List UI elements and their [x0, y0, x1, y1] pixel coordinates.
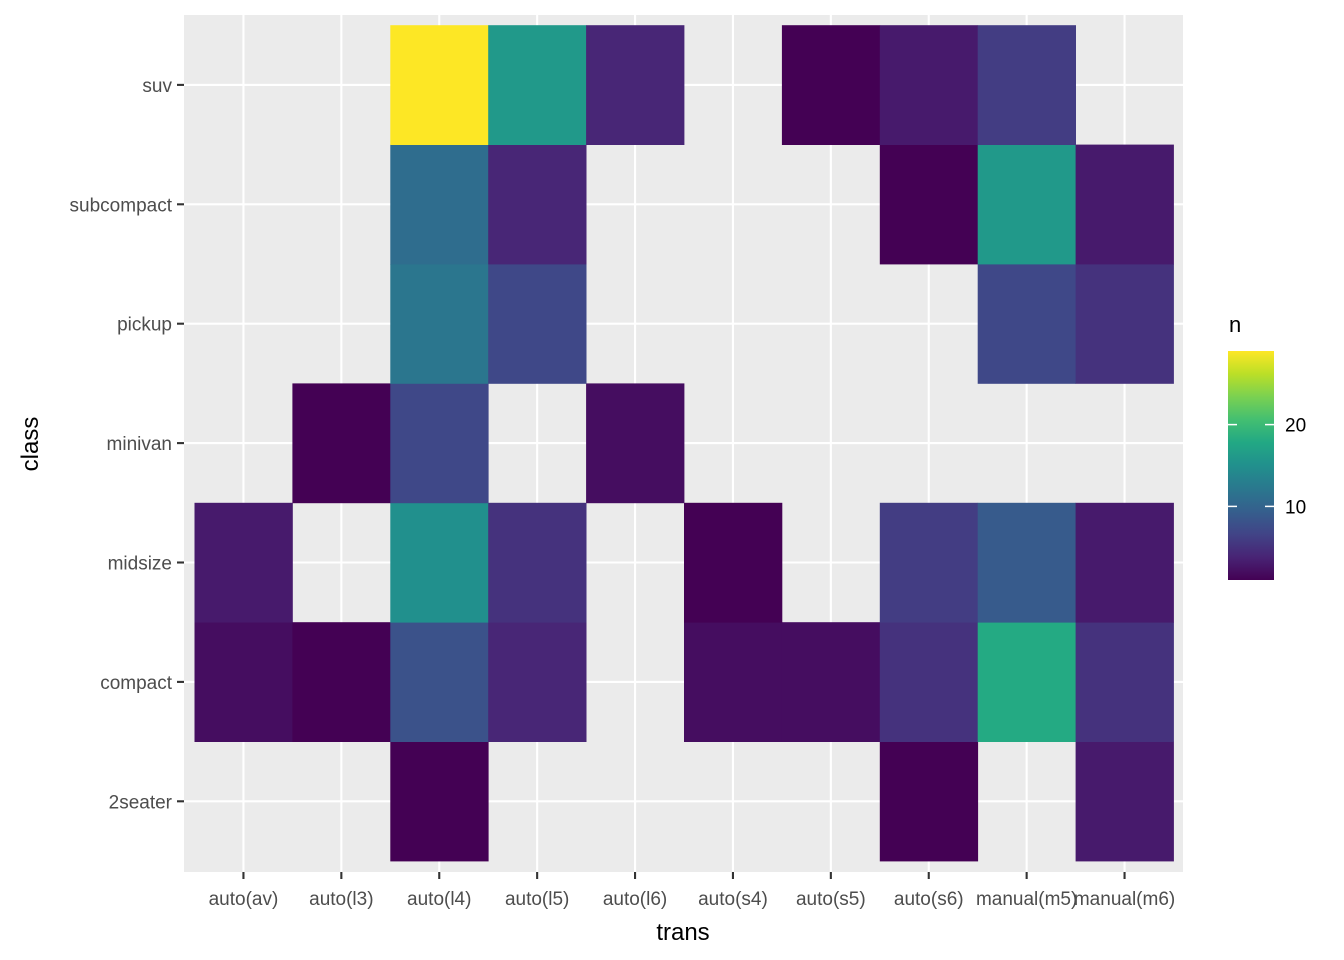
legend-tick-label: 10 [1285, 497, 1306, 518]
heatmap-cell [488, 502, 587, 623]
x-axis: auto(av) auto(l3) auto(l4) auto(l5) auto(l6)… [209, 872, 1175, 910]
heatmap-cells [194, 25, 1174, 862]
heatmap-cell [390, 502, 489, 623]
heatmap-cell [390, 622, 489, 742]
y-axis: 2seater compact midsize minivan pickup subcom… [70, 76, 184, 813]
heatmap-cell [1075, 502, 1174, 623]
heatmap-cell [977, 25, 1076, 146]
heatmap-cell [390, 383, 489, 504]
heatmap-cell [781, 25, 881, 146]
heatmap-cell [194, 622, 293, 742]
x-axis-title: trans [656, 919, 709, 946]
heatmap-cell [781, 622, 881, 742]
y-tick-label: suv [142, 76, 172, 97]
y-tick-label: subcompact [70, 195, 173, 216]
x-tick-label: manual(m6) [1074, 889, 1175, 910]
heatmap-cell [684, 622, 783, 742]
y-tick-label: compact [100, 673, 173, 694]
x-tick-label: auto(s4) [698, 889, 768, 910]
legend-colorbar [1228, 351, 1274, 580]
heatmap-cell [586, 25, 685, 146]
heatmap-cell [390, 25, 489, 146]
x-tick-label: auto(av) [209, 889, 279, 910]
legend-title: n [1229, 312, 1241, 337]
heatmap-cell [488, 264, 587, 384]
heatmap-cell [1075, 741, 1174, 862]
x-tick-label: auto(l5) [505, 889, 569, 910]
x-tick-label: manual(m5) [976, 889, 1077, 910]
legend: n 10 20 [1228, 312, 1306, 580]
heatmap-cell [1075, 264, 1174, 384]
heatmap-cell [977, 144, 1076, 265]
y-tick-label: pickup [117, 315, 172, 336]
x-tick-label: auto(s5) [796, 889, 866, 910]
x-tick-label: auto(l3) [309, 889, 373, 910]
heatmap-cell [488, 622, 587, 742]
y-tick-label: 2seater [109, 792, 173, 813]
x-tick-label: auto(s6) [894, 889, 964, 910]
heatmap-cell [586, 383, 685, 504]
heatmap-cell [292, 383, 391, 504]
y-tick-label: midsize [108, 554, 172, 575]
heatmap-cell [390, 741, 489, 862]
legend-ticks: 10 20 [1228, 416, 1306, 518]
heatmap-cell [879, 622, 979, 742]
heatmap-cell [977, 622, 1076, 742]
heatmap-cell [879, 502, 979, 623]
x-tick-label: auto(l4) [407, 889, 471, 910]
y-axis-title: class [17, 417, 44, 472]
heatmap-cell [1075, 144, 1174, 265]
heatmap-cell [977, 502, 1076, 623]
heatmap-cell [684, 502, 783, 623]
heatmap-cell [1075, 622, 1174, 742]
heatmap-cell [879, 144, 979, 265]
heatmap-cell [390, 264, 489, 384]
heatmap-cell [977, 264, 1076, 384]
y-tick-label: minivan [107, 434, 172, 455]
heatmap-cell [194, 502, 293, 623]
legend-tick-label: 20 [1285, 416, 1306, 437]
heatmap-cell [879, 25, 979, 146]
heatmap-cell [292, 622, 391, 742]
heatmap-cell [488, 144, 587, 265]
heatmap-cell [488, 25, 587, 146]
x-tick-label: auto(l6) [603, 889, 667, 910]
heatmap-cell [390, 144, 489, 265]
heatmap-cell [879, 741, 979, 862]
